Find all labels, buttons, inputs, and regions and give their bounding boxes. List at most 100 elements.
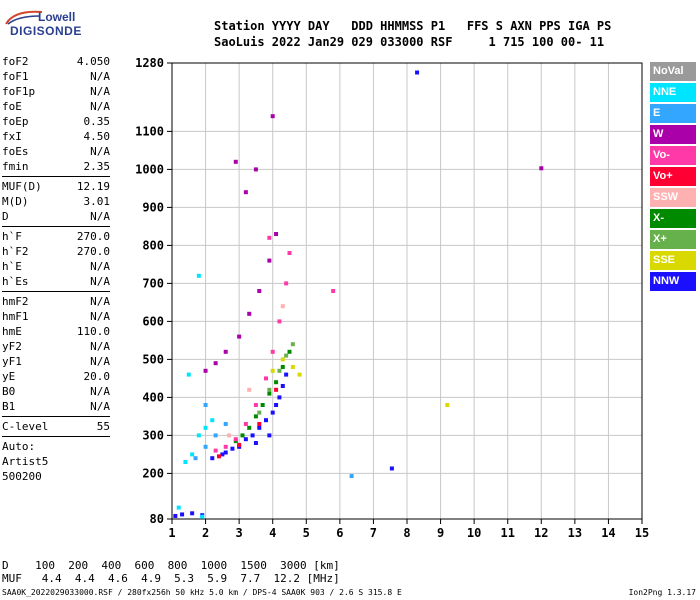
- data-point-nnw: [277, 395, 282, 400]
- logo-line2: DIGISONDE: [10, 24, 82, 38]
- param-value: N/A: [90, 310, 110, 323]
- x-tick-label: 3: [236, 526, 243, 540]
- param-row: foE N/A: [2, 99, 110, 114]
- logo-line1: Lowell: [38, 10, 76, 24]
- data-point-nnw: [253, 441, 258, 445]
- data-point-xminus: [240, 433, 245, 438]
- data-point-w: [539, 166, 544, 171]
- data-point-sse: [297, 372, 302, 377]
- param-value: 3.01: [83, 195, 111, 208]
- data-point-nnw: [415, 70, 420, 75]
- data-point-w: [213, 361, 218, 366]
- param-name: yF2: [2, 340, 22, 353]
- param-name: C-level: [2, 420, 49, 433]
- muf-distance-row: D 100 200 400 600 800 1000 1500 3000 [km…: [2, 559, 340, 572]
- param-row: B0 N/A: [2, 384, 110, 399]
- param-value: 0.35: [83, 115, 111, 128]
- logo-swoosh-icon: [5, 10, 43, 25]
- param-row: M(D) 3.01: [2, 194, 110, 209]
- data-point-vominus: [277, 319, 282, 324]
- legend-item-nne: NNE: [650, 83, 696, 102]
- data-point-nnw: [389, 466, 394, 471]
- data-point-w: [233, 159, 238, 164]
- x-tick-label: 11: [500, 526, 514, 540]
- data-point-nnw: [223, 450, 228, 455]
- data-point-nnw: [264, 418, 268, 423]
- legend-item-w: W: [650, 125, 696, 144]
- param-name: B0: [2, 385, 16, 398]
- data-point-voplus: [257, 422, 262, 426]
- data-point-voplus: [237, 442, 242, 447]
- param-separator: [2, 416, 110, 417]
- param-name: h`E: [2, 260, 22, 273]
- data-point-w: [203, 368, 208, 373]
- data-point-vominus: [331, 289, 336, 293]
- data-point-sse: [445, 403, 450, 407]
- x-tick-label: 13: [568, 526, 582, 540]
- param-name: yF1: [2, 355, 22, 368]
- x-tick-label: 7: [370, 526, 377, 540]
- data-point-nnw: [257, 425, 262, 430]
- data-point-nnw: [243, 437, 248, 442]
- data-point-voplus: [217, 454, 221, 459]
- param-separator: [2, 291, 110, 292]
- param-row: yF2 N/A: [2, 339, 110, 354]
- data-point-nne: [186, 372, 191, 377]
- param-row: D N/A: [2, 209, 110, 224]
- x-tick-label: 10: [467, 526, 481, 540]
- param-name: foEs: [2, 145, 29, 158]
- param-row: foEp 0.35: [2, 114, 110, 129]
- polarization-legend: NoVal NNE E W Vo- Vo+ SSW X- X+ SSE NNW: [650, 62, 696, 293]
- data-point-w: [274, 232, 279, 236]
- x-tick-label: 12: [534, 526, 548, 540]
- data-point-vominus: [213, 448, 218, 453]
- param-row: h`Es N/A: [2, 274, 110, 289]
- data-point-nnw: [250, 433, 255, 438]
- param-value: 2.35: [83, 160, 111, 173]
- data-point-w: [270, 114, 275, 119]
- legend-item-vominus: Vo-: [650, 146, 696, 165]
- data-point-vominus: [284, 281, 289, 286]
- data-point-ssw: [247, 387, 252, 392]
- data-point-nnw: [270, 410, 275, 415]
- data-point-xminus: [274, 380, 279, 385]
- data-point-vominus: [223, 444, 228, 449]
- data-point-nnw: [230, 446, 235, 451]
- data-point-sse: [270, 368, 275, 373]
- x-tick-label: 14: [601, 526, 615, 540]
- data-point-w: [247, 311, 252, 316]
- y-tick-label: 1000: [135, 162, 164, 176]
- data-point-e: [223, 422, 228, 426]
- param-value: 20.0: [83, 370, 111, 383]
- x-tick-label: 9: [437, 526, 444, 540]
- legend-item-sse: SSE: [650, 251, 696, 270]
- param-name: hmF1: [2, 310, 29, 323]
- param-name: foE: [2, 100, 22, 113]
- param-value: 4.50: [83, 130, 111, 143]
- param-name: fmin: [2, 160, 29, 173]
- data-point-w: [237, 334, 242, 339]
- param-value: N/A: [90, 340, 110, 353]
- param-row: B1 N/A: [2, 399, 110, 414]
- data-point-voplus: [274, 387, 279, 392]
- data-point-nne: [196, 273, 201, 278]
- legend-item-e: E: [650, 104, 696, 123]
- data-point-nnw: [267, 433, 272, 438]
- data-point-e: [349, 474, 354, 479]
- param-row: fxI 4.50: [2, 129, 110, 144]
- param-row: MUF(D) 12.19: [2, 179, 110, 194]
- y-tick-label: 500: [142, 352, 164, 366]
- param-value: N/A: [90, 210, 110, 223]
- x-tick-label: 6: [336, 526, 343, 540]
- footer-file-info: SAA0K_2022029033000.RSF / 280fx256h 50 k…: [2, 588, 402, 597]
- x-tick-label: 5: [303, 526, 310, 540]
- data-point-e: [203, 403, 208, 407]
- data-point-nne: [200, 514, 205, 519]
- data-point-nne: [190, 452, 195, 457]
- param-name: hmF2: [2, 295, 29, 308]
- data-point-xminus: [287, 349, 292, 354]
- data-point-vominus: [243, 422, 248, 426]
- data-point-vominus: [264, 376, 268, 381]
- param-name: yE: [2, 370, 16, 383]
